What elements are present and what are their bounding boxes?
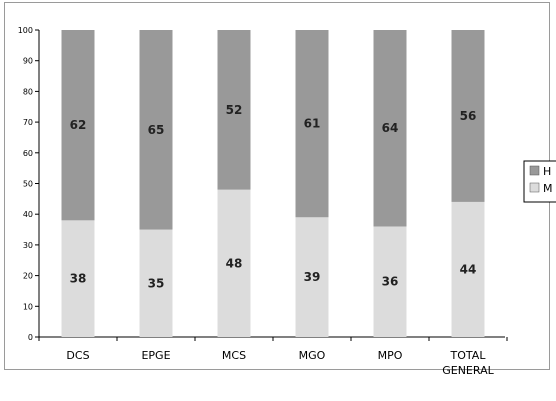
data-label: 35 xyxy=(148,276,165,290)
bar-segment xyxy=(295,217,329,337)
data-label: 39 xyxy=(304,270,321,284)
x-tick-label: EPGE xyxy=(141,349,170,362)
data-label: 56 xyxy=(460,109,477,123)
data-label: 44 xyxy=(460,262,477,276)
x-tick-label: MPO xyxy=(378,349,403,362)
legend-label: M xyxy=(543,182,553,195)
data-label: 64 xyxy=(382,121,399,135)
y-tick-label: 30 xyxy=(23,241,33,250)
data-label: 48 xyxy=(226,256,243,270)
x-tick-label-line: MCS xyxy=(222,349,246,362)
legend-swatch xyxy=(529,182,540,193)
y-tick-label: 60 xyxy=(23,149,33,158)
y-tick-label: 100 xyxy=(18,26,33,35)
y-tick-label: 40 xyxy=(23,210,33,219)
y-tick-label: 70 xyxy=(23,118,33,127)
bar-segment xyxy=(217,30,251,190)
x-tick-label: DCS xyxy=(66,349,89,362)
legend: HM xyxy=(523,160,556,203)
y-tick-label: 20 xyxy=(23,272,33,281)
bar-segment xyxy=(61,220,95,337)
bar-segment xyxy=(217,189,251,337)
data-label: 61 xyxy=(304,117,321,131)
legend-label: H xyxy=(543,165,551,178)
x-tick-label: TOTAL GENERAL xyxy=(442,349,494,377)
x-tick-label-line: MPO xyxy=(378,349,403,362)
x-tick-label-line: GENERAL xyxy=(442,364,494,377)
bar-segment xyxy=(139,30,173,230)
bar-segment xyxy=(373,30,407,227)
data-label: 38 xyxy=(70,272,87,286)
x-tick-label-line: TOTAL xyxy=(450,349,487,362)
y-tick-label: 80 xyxy=(23,87,33,96)
data-label: 65 xyxy=(148,123,165,137)
labels: 38 62 DCS 35 65 EPGE 48 52 MCS 39 61 MGO 36 64 MPO 44 56… xyxy=(66,103,494,377)
x-tick-label: MCS xyxy=(222,349,246,362)
bar-segment xyxy=(139,229,173,337)
data-label: 52 xyxy=(226,103,243,117)
bar-segment xyxy=(373,226,407,337)
y-tick-label: 90 xyxy=(23,57,33,66)
legend-box xyxy=(523,160,556,203)
bar-segment xyxy=(295,30,329,218)
bars xyxy=(61,30,485,337)
x-tick-label-line: DCS xyxy=(66,349,89,362)
y-tick-label: 10 xyxy=(23,302,33,311)
data-label: 36 xyxy=(382,275,399,289)
legend-swatch xyxy=(529,165,540,176)
x-tick-label: MGO xyxy=(299,349,326,362)
y-tick-label: 50 xyxy=(23,180,33,189)
x-tick-label-line: EPGE xyxy=(141,349,170,362)
y-tick-label: 0 xyxy=(28,333,33,342)
bar-segment xyxy=(61,30,95,221)
bar-segment xyxy=(451,201,485,337)
axes: 0 10 20 30 40 50 60 70 80 90 100 xyxy=(18,26,508,342)
bar-segment xyxy=(451,30,485,202)
x-tick-label-line: MGO xyxy=(299,349,326,362)
data-label: 62 xyxy=(70,118,87,132)
